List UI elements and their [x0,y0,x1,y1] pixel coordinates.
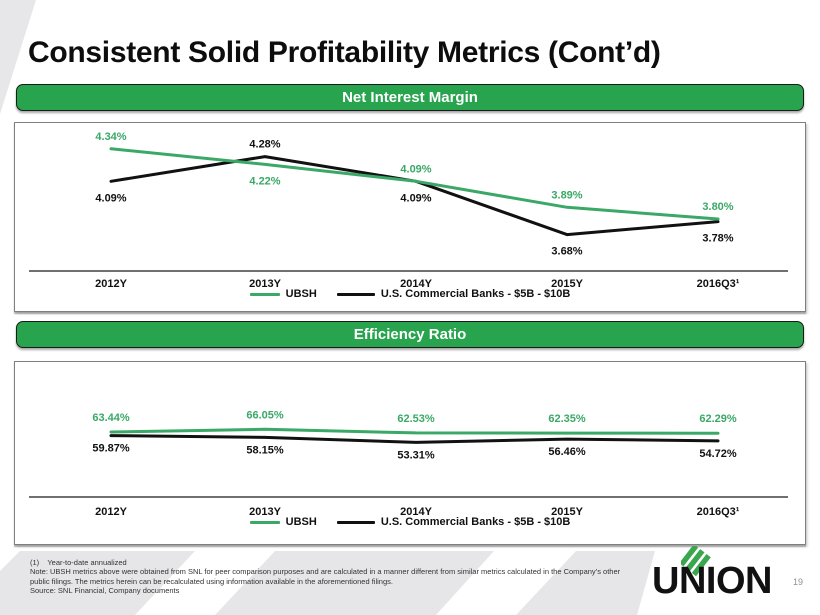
legend-label-ubsh: UBSH [285,288,317,300]
page-title: Consistent Solid Profitability Metrics (… [28,36,661,69]
data-label-banks: 3.78% [702,233,733,245]
efficiency-ratio-chart: 2012Y 2013Y 2014Y 2015Y 2016Q3¹ 63.44% 66.05% 6… [14,361,806,545]
series-line-ubsh [109,427,720,435]
data-label-ubsh: 4.09% [400,163,431,175]
legend-line-swatch-banks [336,292,375,296]
x-tick-label: 2013Y [249,506,281,518]
union-logo-stripes-icon [681,546,711,576]
data-label-ubsh: 62.29% [699,413,737,425]
page-number: 19 [793,577,804,587]
net-interest-margin-plot: 2012Y 2013Y 2014Y 2015Y 2016Q3¹ 4.34% 4.22% 4.0… [29,131,788,290]
x-tick-label: 2012Y [95,278,127,290]
data-label-ubsh: 3.80% [702,201,733,213]
footnotes: (1) Year-to-date annualized Note: UBSH m… [30,558,622,596]
data-label-banks: 54.72% [699,448,737,460]
data-label-banks: 56.46% [548,446,586,458]
series-line-ubsh [109,147,720,221]
legend-label-ubsh: UBSH [285,516,317,528]
footnote-note: Note: UBSH metrics above were obtained f… [30,567,621,586]
legend-label-banks: U.S. Commercial Banks - $5B - $10B [380,516,571,528]
banner-net-interest-margin: Net Interest Margin [16,84,804,111]
x-tick-label: 2015Y [551,278,583,290]
data-label-banks: 53.31% [397,449,435,461]
data-label-ubsh: 4.34% [95,131,126,143]
efficiency-ratio-legend: UBSH U.S. Commercial Banks - $5B - $10B [249,516,571,528]
net-interest-margin-legend: UBSH U.S. Commercial Banks - $5B - $10B [249,288,571,300]
footnote-year-to-date: (1) Year-to-date annualized [30,558,127,567]
data-label-banks: 58.15% [246,444,284,456]
legend-line-swatch-ubsh [249,292,280,296]
data-label-ubsh: 62.53% [397,413,435,425]
data-label-ubsh: 62.35% [548,413,586,425]
net-interest-margin-chart: 2012Y 2013Y 2014Y 2015Y 2016Q3¹ 4.34% 4.22% 4.0… [14,122,806,312]
background-diagonal-bottom [0,551,655,615]
data-label-ubsh: 66.05% [246,409,284,421]
data-label-banks: 59.87% [92,443,130,455]
x-tick-label: 2016Q3¹ [697,278,740,290]
legend-line-swatch-ubsh [249,520,280,524]
x-tick-label: 2014Y [400,278,432,290]
x-tick-label: 2013Y [249,278,281,290]
x-tick-label: 2012Y [95,506,127,518]
data-label-banks: 4.28% [249,139,280,151]
data-label-ubsh: 4.22% [249,175,280,187]
x-tick-label: 2015Y [551,506,583,518]
x-tick-label: 2016Q3¹ [697,506,740,518]
banner-net-interest-margin-label: Net Interest Margin [342,89,478,106]
data-label-banks: 4.09% [400,192,431,204]
data-label-ubsh: 3.89% [551,189,582,201]
data-label-banks: 4.09% [95,192,126,204]
efficiency-ratio-plot: 2012Y 2013Y 2014Y 2015Y 2016Q3¹ 63.44% 66.05% 6… [29,409,788,518]
x-tick-label: 2014Y [400,506,432,518]
union-logo-text: UNION [652,560,772,602]
banner-efficiency-ratio-label: Efficiency Ratio [353,326,467,343]
legend-label-banks: U.S. Commercial Banks - $5B - $10B [380,288,571,300]
legend-line-swatch-banks [336,520,375,524]
data-label-ubsh: 63.44% [92,412,130,424]
series-line-banks [109,434,720,444]
data-label-banks: 3.68% [551,246,582,258]
banner-efficiency-ratio: Efficiency Ratio [16,321,804,348]
union-logo: UNION [652,546,792,612]
footnote-source: Source: SNL Financial, Company documents [30,586,180,596]
